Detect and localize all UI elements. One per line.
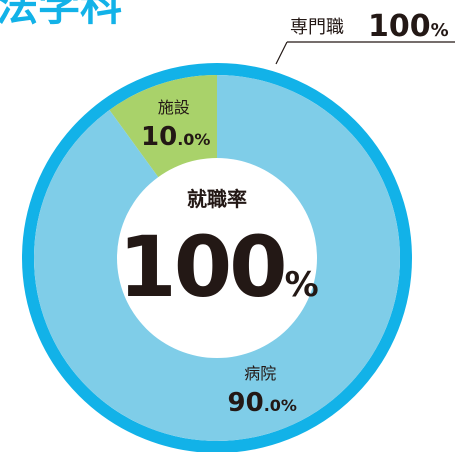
ring-name: 専門職 <box>290 17 344 38</box>
slice-name: 病院 <box>244 364 276 383</box>
page-title: 法学科 <box>0 0 122 30</box>
slice-name: 施設 <box>158 98 190 117</box>
center-hole <box>117 158 317 358</box>
ring-legend: 専門職 100% <box>275 9 455 65</box>
donut <box>22 63 412 452</box>
slice-value: 90.0% <box>228 388 297 418</box>
slice-value: 10.0% <box>141 122 210 152</box>
leader-line <box>275 41 288 65</box>
center-value: 100% <box>118 218 317 316</box>
center-label: 就職率 <box>187 187 247 211</box>
ring-value: 100% <box>368 9 449 44</box>
outer-ring <box>22 63 412 452</box>
